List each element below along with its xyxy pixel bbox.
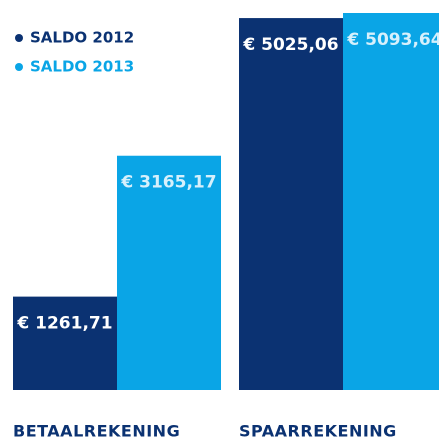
category-label: BETAALREKENING (13, 422, 180, 439)
value-label: € 3165,17 (120, 173, 216, 193)
legend-dot (15, 34, 23, 42)
bar (343, 13, 439, 390)
bar (13, 296, 117, 390)
value-label: € 5093,64 (346, 30, 439, 50)
value-label: € 1261,71 (16, 314, 112, 334)
bar (239, 18, 343, 391)
legend-label: SALDO 2012 (30, 29, 134, 47)
legend-dot (15, 63, 23, 71)
bar (117, 155, 221, 390)
legend-label: SALDO 2013 (30, 58, 134, 76)
category-label: SPAARREKENING (239, 422, 397, 439)
value-label: € 5025,06 (242, 35, 338, 55)
